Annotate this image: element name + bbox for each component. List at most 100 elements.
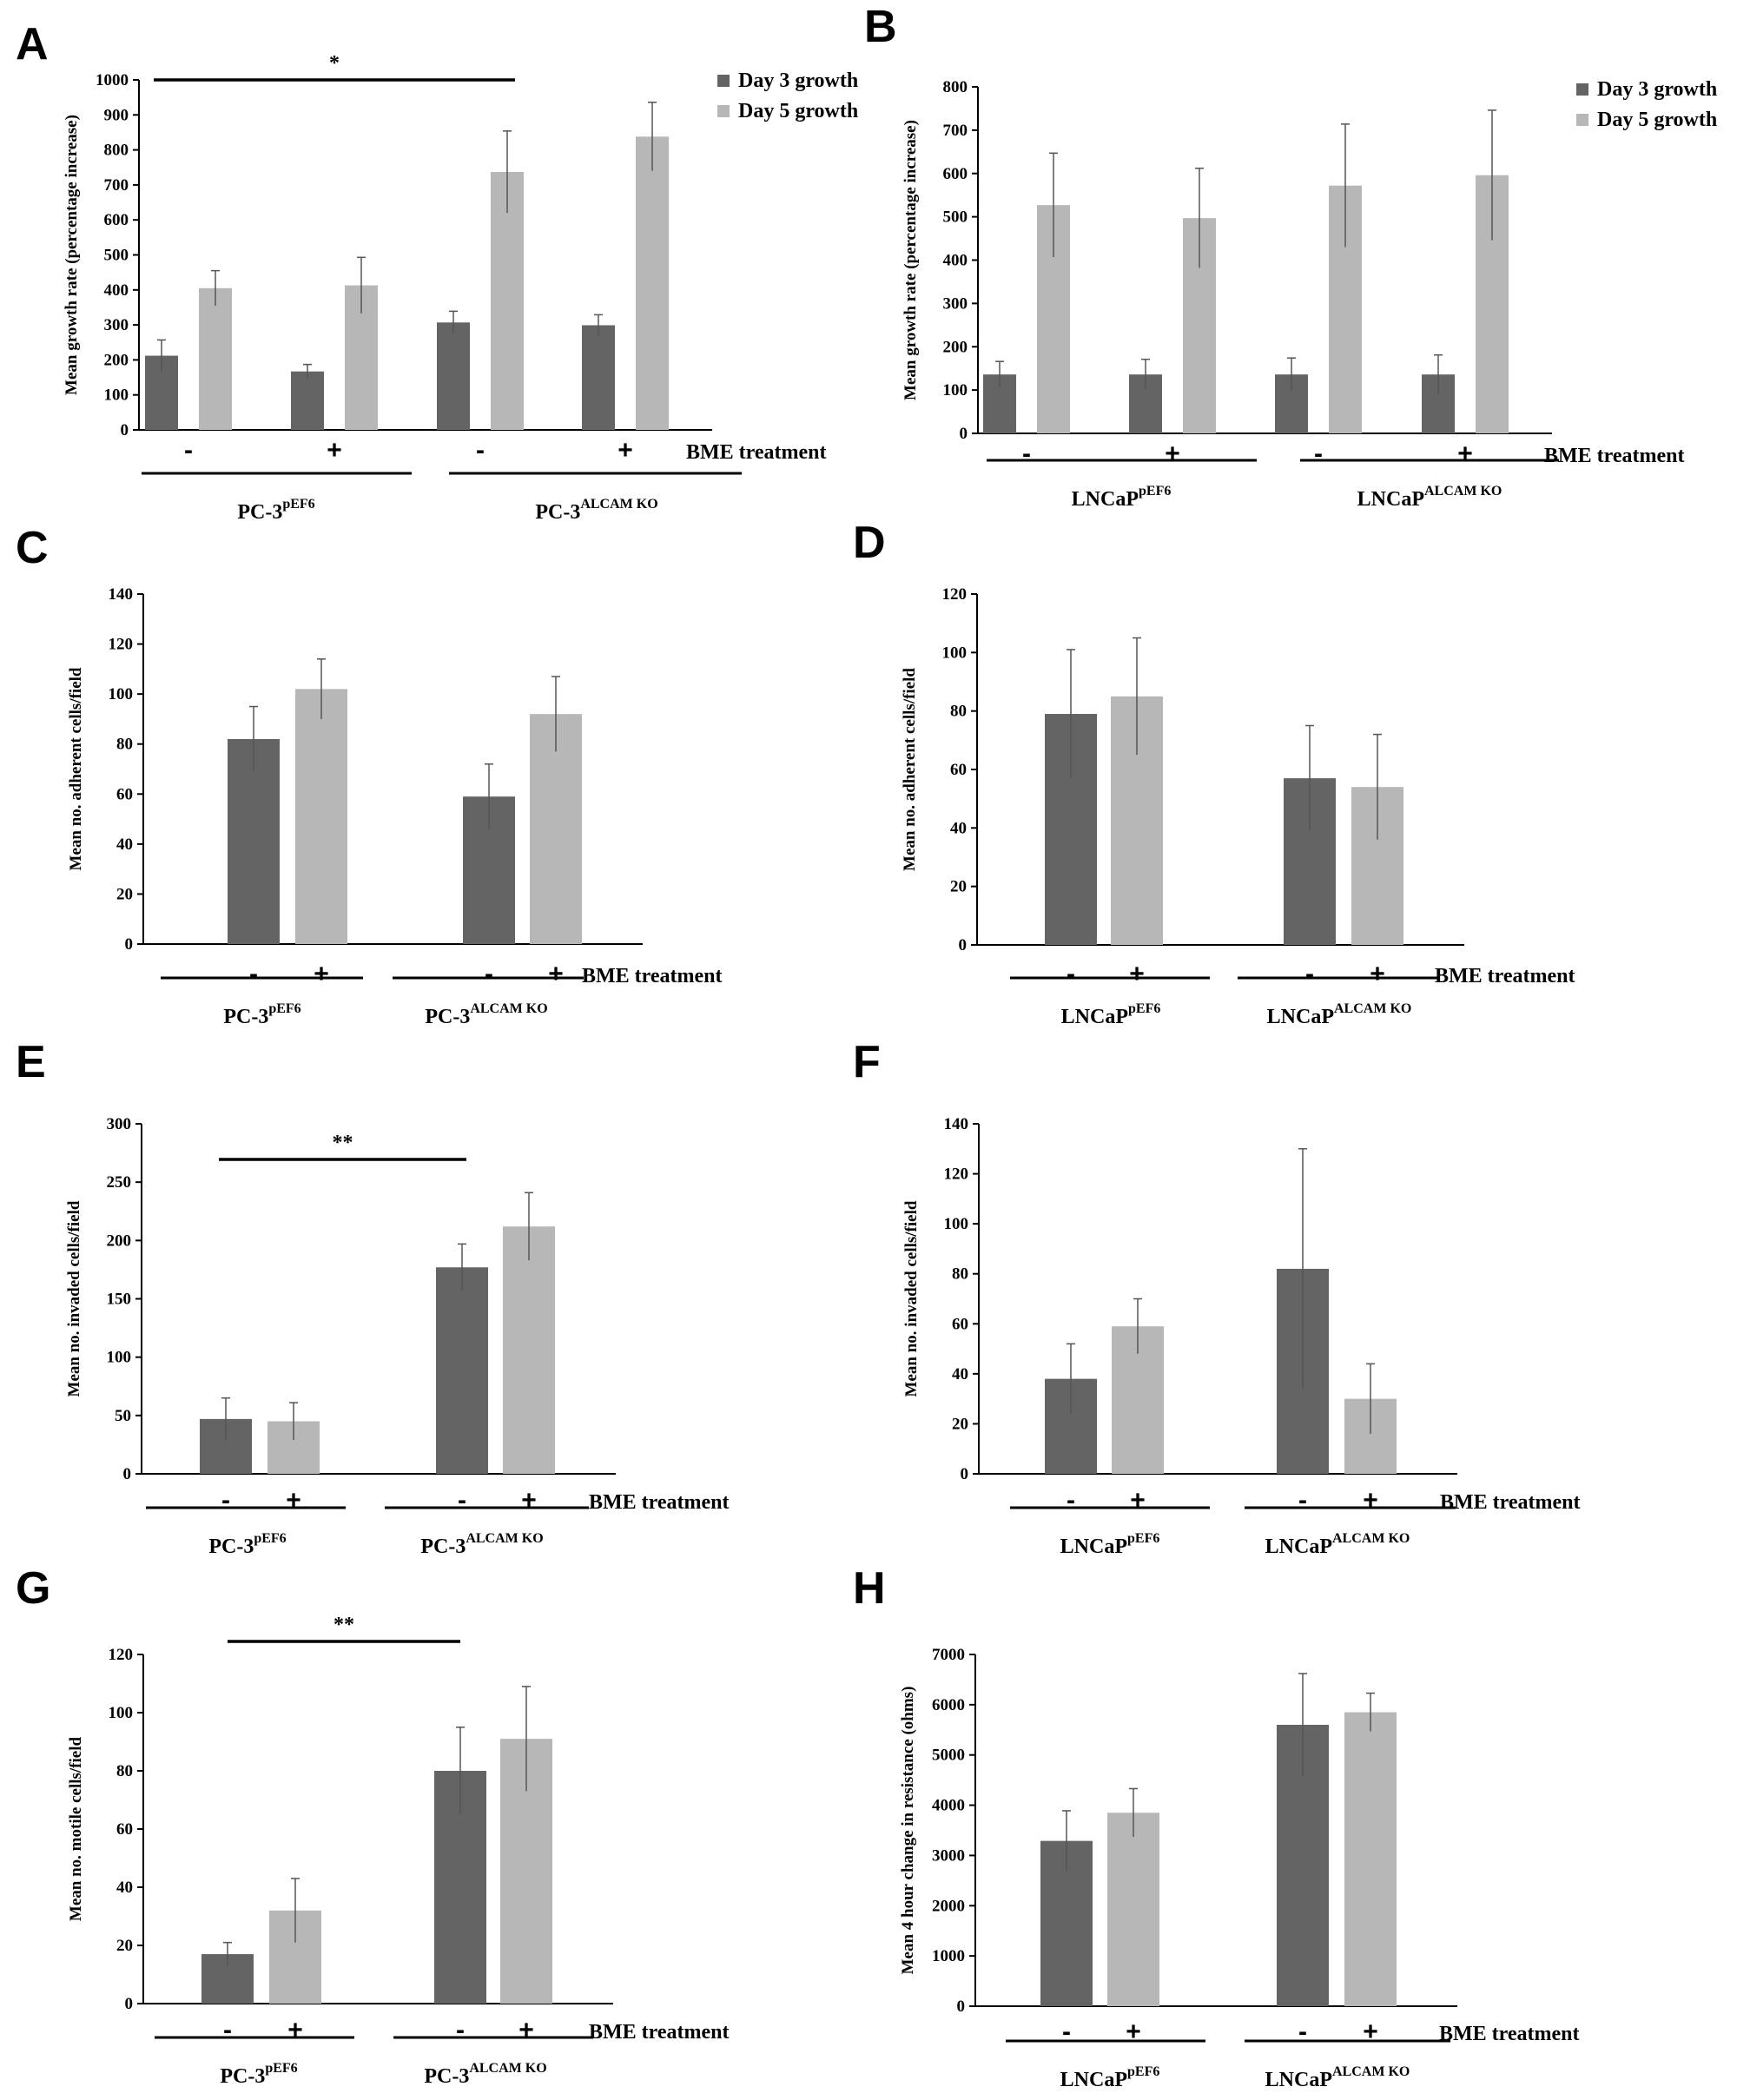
group-label: LNCaPpEF6 <box>1060 1531 1160 1558</box>
group-superscript: ALCAM KO <box>580 497 657 512</box>
panel-letter: A <box>16 19 49 69</box>
y-axis-label: Mean no. invaded cells/field <box>65 1200 83 1397</box>
group-name: LNCaP <box>1072 488 1139 511</box>
treatment-sign: - <box>458 1486 466 1515</box>
group-superscript: pEF6 <box>265 2061 297 2076</box>
treatment-sign: + <box>1363 2017 1378 2046</box>
y-tick-label: 600 <box>104 211 129 229</box>
y-axis-label: Mean no. adherent cells/field <box>67 667 85 870</box>
y-tick-label: 400 <box>943 252 968 270</box>
treatment-sign: - <box>1062 2017 1071 2046</box>
y-axis-label: Mean no. adherent cells/field <box>901 668 919 871</box>
panel-b: B 0 100 200 300 400 500 600 700 800 Mean growth ra… <box>864 2 1717 511</box>
treatment-sign: - <box>485 960 493 988</box>
treatment-label: BME treatment <box>1440 1491 1581 1514</box>
y-tick-label: 40 <box>950 819 967 837</box>
legend-swatch <box>717 75 730 87</box>
legend-label: Day 5 growth <box>1597 109 1717 131</box>
treatment-sign: + <box>548 960 564 988</box>
panel-letter: E <box>16 1037 46 1087</box>
y-tick-label: 0 <box>121 421 129 439</box>
group-name: PC-3 <box>237 501 282 524</box>
group-label: LNCaPALCAM KO <box>1265 1531 1410 1558</box>
panel-letter: C <box>16 523 49 573</box>
y-axis-label: Mean no. invaded cells/field <box>902 1200 921 1397</box>
treatment-sign: + <box>1130 1486 1146 1515</box>
y-tick-label: 120 <box>109 1646 134 1664</box>
treatment-sign: + <box>1370 960 1385 988</box>
y-tick-label: 120 <box>942 585 968 604</box>
y-tick-label: 600 <box>943 165 968 183</box>
bar <box>437 322 470 430</box>
group-name: PC-3 <box>424 2065 469 2088</box>
panel-a: A 0 100 200 300 400 500 600 700 800 900 1000 Mean gr… <box>16 19 858 524</box>
treatment-sign: + <box>286 1486 301 1515</box>
group-label: PC-3ALCAM KO <box>425 1001 547 1028</box>
treatment-sign: - <box>1305 960 1314 988</box>
y-tick-label: 60 <box>116 785 133 803</box>
group-label: PC-3ALCAM KO <box>424 2061 546 2088</box>
significance-label: ** <box>333 1132 353 1154</box>
panel-letter: D <box>853 518 886 568</box>
treatment-sign: - <box>476 436 485 465</box>
y-tick-label: 100 <box>104 386 129 405</box>
y-tick-label: 140 <box>109 585 134 604</box>
treatment-label: BME treatment <box>589 1491 730 1514</box>
bar <box>199 287 232 430</box>
y-tick-label: 300 <box>104 316 129 334</box>
treatment-sign: + <box>1126 2017 1141 2046</box>
y-tick-label: 900 <box>104 106 129 124</box>
treatment-sign: + <box>1165 439 1180 468</box>
y-tick-label: 20 <box>950 878 967 896</box>
legend-swatch <box>1576 114 1588 126</box>
y-tick-label: 20 <box>116 885 133 903</box>
y-tick-label: 2000 <box>932 1897 965 1915</box>
group-superscript: pEF6 <box>1127 2064 1159 2079</box>
group-name: LNCaP <box>1060 2069 1127 2091</box>
group-label: LNCaPpEF6 <box>1061 1001 1161 1028</box>
y-axis-label: Mean 4 hour change in resistance (ohms) <box>899 1687 917 1975</box>
panel-h: H 0 1000 2000 3000 4000 5000 6000 7000 Mean 4 hou… <box>853 1563 1580 2091</box>
y-tick-label: 200 <box>107 1232 132 1250</box>
group-superscript: pEF6 <box>1128 1001 1160 1016</box>
group-label: PC-3pEF6 <box>223 1001 301 1028</box>
y-tick-label: 1000 <box>96 71 129 89</box>
y-tick-label: 0 <box>961 1465 969 1483</box>
bar <box>291 371 324 430</box>
treatment-sign: - <box>249 960 258 988</box>
group-name: PC-3 <box>208 1535 254 1558</box>
y-tick-label: 6000 <box>932 1696 965 1714</box>
treatment-label: BME treatment <box>1435 965 1575 987</box>
group-superscript: ALCAM KO <box>466 1531 543 1546</box>
significance-label: * <box>329 52 340 75</box>
treatment-sign: - <box>1067 960 1075 988</box>
y-tick-label: 100 <box>943 381 968 400</box>
treatment-sign: + <box>1457 439 1473 468</box>
y-tick-label: 80 <box>116 1762 133 1780</box>
y-tick-label: 80 <box>950 703 967 721</box>
panel-c: C 0 20 40 60 80 100 120 140 Mean no. adherent cel… <box>16 523 723 1028</box>
y-tick-label: 1000 <box>932 1947 965 1965</box>
significance-label: ** <box>334 1614 354 1636</box>
group-label: LNCaPpEF6 <box>1072 484 1172 511</box>
treatment-sign: - <box>1298 2017 1307 2046</box>
group-label: PC-3pEF6 <box>237 497 314 524</box>
y-tick-label: 200 <box>943 338 968 356</box>
y-tick-label: 700 <box>104 176 129 195</box>
panel-f: F 0 20 40 60 80 100 120 140 Mean no. invaded cell… <box>853 1037 1581 1558</box>
y-tick-label: 5000 <box>932 1747 965 1765</box>
treatment-sign: - <box>1022 439 1031 468</box>
y-tick-label: 800 <box>943 78 968 96</box>
group-label: LNCaPALCAM KO <box>1357 484 1503 511</box>
group-superscript: pEF6 <box>1139 484 1171 499</box>
treatment-sign: - <box>456 2016 465 2044</box>
treatment-sign: + <box>327 436 342 465</box>
panel-g: G 0 20 40 60 80 100 120 Mean no. motile cells/fi… <box>16 1563 730 2088</box>
y-axis-label: Mean growth rate (percentage increase) <box>63 115 81 395</box>
group-label: PC-3pEF6 <box>208 1531 286 1558</box>
legend-swatch <box>1576 83 1588 96</box>
y-tick-label: 500 <box>943 208 968 227</box>
y-tick-label: 80 <box>952 1265 968 1284</box>
bar <box>503 1226 555 1474</box>
